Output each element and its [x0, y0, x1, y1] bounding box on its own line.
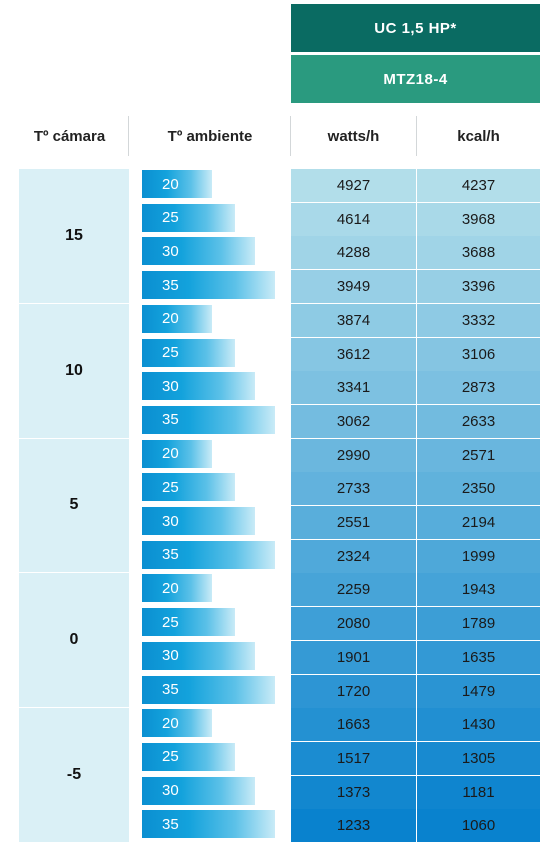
camara-temperature-group: 10 — [19, 303, 129, 438]
watts-value-cell: 1233 — [291, 809, 416, 843]
watts-value-cell: 2990 — [291, 438, 416, 472]
ambiente-temperature-bar: 35 — [142, 540, 275, 569]
header-model: UC 1,5 HP* — [291, 4, 540, 52]
kcal-value-cell: 2571 — [417, 438, 540, 472]
watts-value-cell: 1663 — [291, 708, 416, 742]
ambiente-temperature-bar: 35 — [142, 810, 275, 839]
watts-value-cell: 1373 — [291, 775, 416, 809]
ambiente-temperature-label: 20 — [162, 310, 179, 328]
ambiente-temperature-bar: 25 — [142, 203, 235, 232]
column-divider — [128, 116, 129, 156]
ambiente-temperature-label: 30 — [162, 647, 179, 665]
ambiente-temperature-bar: 35 — [142, 405, 275, 434]
column-header-ambiente: Tº ambiente — [167, 127, 253, 145]
kcal-value-cell: 1181 — [417, 775, 540, 809]
ambiente-temperature-label: 20 — [162, 579, 179, 597]
column-header-camara: Tº cámara — [33, 127, 106, 145]
watts-value-cell: 4927 — [291, 169, 416, 202]
watts-value-cell: 1720 — [291, 674, 416, 708]
ambiente-temperature-bar: 20 — [142, 170, 212, 198]
ambiente-temperature-label: 35 — [162, 546, 179, 564]
ambiente-temperature-bar: 20 — [142, 304, 212, 333]
watts-value-cell: 3949 — [291, 270, 416, 304]
ambiente-temperature-label: 25 — [162, 478, 179, 496]
watts-value-cell: 3874 — [291, 303, 416, 337]
watts-value-cell: 2733 — [291, 472, 416, 506]
ambiente-temperature-bar: 25 — [142, 473, 235, 502]
ambiente-temperature-label: 25 — [162, 209, 179, 227]
camara-temperature-group: -5 — [19, 708, 129, 842]
kcal-value-cell: 3968 — [417, 202, 540, 236]
ambiente-temperature-label: 20 — [162, 175, 179, 193]
watts-value-cell: 4288 — [291, 236, 416, 270]
ambiente-temperature-bar: 25 — [142, 608, 235, 637]
ambiente-temperature-label: 30 — [162, 377, 179, 395]
ambiente-temperature-label: 20 — [162, 445, 179, 463]
ambiente-temperature-bar: 30 — [142, 507, 255, 535]
kcal-value-cell: 3396 — [417, 270, 540, 304]
kcal-value-cell: 1305 — [417, 741, 540, 775]
kcal-value-cell: 1999 — [417, 539, 540, 573]
kcal-value-cell: 1789 — [417, 607, 540, 641]
ambiente-temperature-label: 30 — [162, 242, 179, 260]
ambiente-temperature-label: 20 — [162, 714, 179, 732]
kcal-value-cell: 1943 — [417, 573, 540, 607]
ambiente-temperature-bar: 20 — [142, 439, 212, 468]
ambiente-temperature-bar: 30 — [142, 776, 255, 805]
kcal-value-cell: 2350 — [417, 472, 540, 506]
kcal-value-cell: 1635 — [417, 640, 540, 674]
column-header-watts: watts/h — [327, 127, 380, 145]
ambiente-temperature-label: 35 — [162, 276, 179, 294]
ambiente-temperature-label: 25 — [162, 748, 179, 766]
camara-temperature-group: 5 — [19, 438, 129, 573]
camara-temperature-group: 0 — [19, 573, 129, 708]
watts-value-cell: 4614 — [291, 202, 416, 236]
ambiente-temperature-bar: 35 — [142, 675, 275, 704]
ambiente-temperature-bar: 20 — [142, 574, 212, 603]
camara-temperature-group: 15 — [19, 169, 129, 303]
watts-value-cell: 3341 — [291, 371, 416, 405]
kcal-value-cell: 1479 — [417, 674, 540, 708]
ambiente-temperature-label: 35 — [162, 815, 179, 833]
watts-value-cell: 2551 — [291, 506, 416, 539]
kcal-value-cell: 1060 — [417, 809, 540, 843]
kcal-value-cell: 2194 — [417, 506, 540, 539]
ambiente-temperature-bar: 25 — [142, 338, 235, 367]
ambiente-temperature-label: 30 — [162, 782, 179, 800]
watts-value-cell: 2080 — [291, 607, 416, 641]
column-divider — [290, 116, 291, 156]
watts-value-cell: 1517 — [291, 741, 416, 775]
kcal-value-cell: 3332 — [417, 303, 540, 337]
kcal-value-cell: 2873 — [417, 371, 540, 405]
column-header-kcal: kcal/h — [457, 127, 500, 145]
ambiente-temperature-bar: 30 — [142, 641, 255, 670]
ambiente-temperature-bar: 30 — [142, 372, 255, 401]
ambiente-temperature-bar: 20 — [142, 709, 212, 738]
ambiente-temperature-bar: 25 — [142, 742, 235, 771]
ambiente-temperature-bar: 35 — [142, 271, 275, 300]
ambiente-temperature-label: 35 — [162, 411, 179, 429]
kcal-value-cell: 3106 — [417, 337, 540, 371]
ambiente-temperature-label: 25 — [162, 613, 179, 631]
kcal-value-cell: 2633 — [417, 404, 540, 438]
ambiente-temperature-bar: 30 — [142, 237, 255, 266]
ambiente-temperature-label: 30 — [162, 512, 179, 530]
watts-value-cell: 2259 — [291, 573, 416, 607]
ambiente-temperature-label: 35 — [162, 681, 179, 698]
watts-value-cell: 3612 — [291, 337, 416, 371]
watts-value-cell: 2324 — [291, 539, 416, 573]
kcal-value-cell: 1430 — [417, 708, 540, 742]
header-compressor: MTZ18-4 — [291, 55, 540, 103]
watts-value-cell: 1901 — [291, 640, 416, 674]
watts-value-cell: 3062 — [291, 404, 416, 438]
kcal-value-cell: 3688 — [417, 236, 540, 270]
column-divider — [416, 116, 417, 156]
ambiente-temperature-label: 25 — [162, 344, 179, 361]
kcal-value-cell: 4237 — [417, 169, 540, 202]
